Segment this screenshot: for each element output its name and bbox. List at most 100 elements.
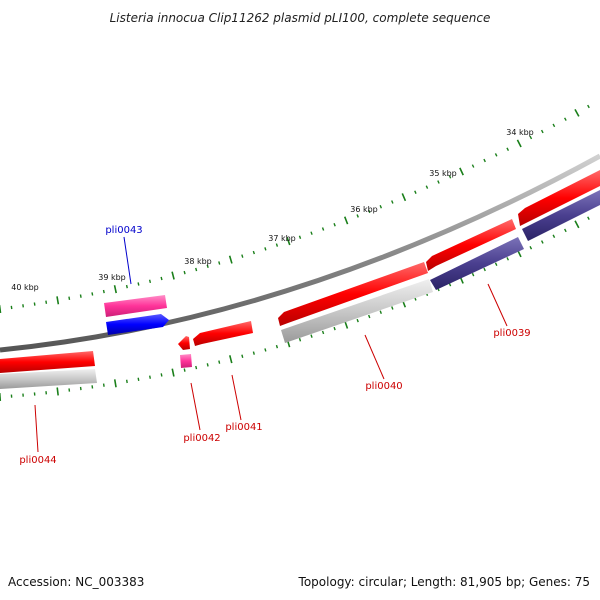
inner-tick-mark xyxy=(241,354,244,358)
inner-tick-mark xyxy=(368,314,371,319)
inner-tick-mark xyxy=(333,326,336,331)
backbone-ring xyxy=(0,153,600,353)
pink-feature-small[interactable] xyxy=(180,354,192,368)
blue-feature-arrow[interactable] xyxy=(106,314,169,335)
inner-tick-mark xyxy=(275,344,279,349)
inner-tick-mark xyxy=(252,351,255,355)
outer-tick-mark xyxy=(564,117,567,121)
outer-tick-mark xyxy=(286,237,291,246)
cds-pli0041[interactable] xyxy=(193,321,253,346)
outer-tick-mark xyxy=(391,200,394,204)
inner-tick-mark xyxy=(540,240,544,244)
outer-tick-mark xyxy=(241,254,244,258)
inner-tick-mark xyxy=(160,373,163,377)
leader-pli0040 xyxy=(364,334,385,380)
inner-tick-mark xyxy=(218,360,221,364)
outer-tick-mark xyxy=(45,300,48,304)
inner-tick-mark xyxy=(195,365,198,370)
cds-pli0042[interactable] xyxy=(178,336,190,350)
forward-cds-track xyxy=(0,170,600,373)
inner-tick-mark xyxy=(506,257,510,261)
inner-tick-mark xyxy=(229,355,233,364)
leader-pli0043 xyxy=(123,236,132,285)
cds-pli0044[interactable] xyxy=(0,351,95,373)
gene-track xyxy=(0,279,433,389)
inner-tick-mark xyxy=(379,310,382,315)
outer-tick-mark xyxy=(264,247,267,251)
inner-tick-mark xyxy=(483,267,486,272)
inner-tick-mark xyxy=(137,377,140,382)
cds-pli0039-reverse[interactable] xyxy=(430,237,524,290)
outer-tick-mark xyxy=(529,135,533,140)
tick-label-34kbp: 34 kbp xyxy=(506,128,534,137)
outer-tick-mark xyxy=(228,255,233,264)
inner-tick-mark xyxy=(171,368,175,377)
outer-tick-mark xyxy=(425,185,429,189)
leader-pli0041 xyxy=(231,374,242,421)
outer-tick-mark xyxy=(574,108,580,117)
inner-tick-mark xyxy=(264,348,267,352)
cds-pli0039[interactable] xyxy=(518,170,600,226)
gene-label-pli0043[interactable]: pli0043 xyxy=(105,225,142,236)
inner-tick-mark xyxy=(564,228,567,233)
tick-label-40kbp: 40 kbp xyxy=(11,283,39,292)
outer-tick-mark xyxy=(516,139,522,148)
outer-tick-mark xyxy=(401,193,407,202)
outer-tick-mark xyxy=(298,235,302,239)
inner-tick-mark xyxy=(529,245,533,250)
outer-tick-mark xyxy=(310,231,313,235)
outer-tick-mark xyxy=(171,271,175,280)
map-title: Listeria innocua Clip11262 plasmid pLI10… xyxy=(110,11,491,25)
gene-bar-pli0044[interactable] xyxy=(0,369,97,389)
reverse-cds-track xyxy=(430,190,600,290)
outer-tick-mark xyxy=(471,164,475,168)
cds-pli0040[interactable] xyxy=(278,262,428,326)
outer-tick-mark xyxy=(587,104,590,109)
leader-pli0042 xyxy=(190,382,201,431)
outer-tick-mark xyxy=(91,292,94,296)
accession-text: Accession: NC_003383 xyxy=(8,575,144,589)
outer-tick-mark xyxy=(437,180,440,184)
outer-tick-mark xyxy=(160,276,163,281)
inner-tick-mark xyxy=(149,375,151,379)
feature-pli0043[interactable] xyxy=(104,295,192,368)
inner-tick-mark xyxy=(113,379,117,388)
gene-label-pli0039[interactable]: pli0039 xyxy=(493,328,530,339)
inner-tick-mark xyxy=(494,262,498,266)
gene-label-pli0040[interactable]: pli0040 xyxy=(365,381,402,392)
outer-tick-mark xyxy=(148,279,152,284)
cds-segment-upper[interactable] xyxy=(426,219,516,271)
tick-label-39kbp: 39 kbp xyxy=(98,273,126,282)
outer-tick-mark xyxy=(448,175,452,179)
inner-tick-mark xyxy=(574,220,580,229)
outer-tick-mark xyxy=(494,153,498,157)
gene-label-pli0044[interactable]: pli0044 xyxy=(19,455,56,466)
gene-bar-pli0040[interactable] xyxy=(281,279,433,343)
outer-tick-mark xyxy=(540,129,544,134)
topology-info-text: Topology: circular; Length: 81,905 bp; G… xyxy=(298,575,590,589)
inner-tick-mark xyxy=(56,387,59,396)
inner-tick-mark xyxy=(310,334,313,338)
leader-pli0044 xyxy=(34,404,39,453)
leader-pli0039 xyxy=(487,283,508,327)
tick-ring xyxy=(0,104,590,402)
inner-tick-mark xyxy=(356,318,359,323)
outer-tick-mark xyxy=(113,285,118,294)
outer-tick-mark xyxy=(275,243,279,247)
inner-tick-mark xyxy=(391,306,394,310)
inner-tick-mark xyxy=(471,272,475,277)
outer-tick-mark xyxy=(137,282,140,286)
outer-tick-mark xyxy=(252,250,255,255)
gene-label-pli0041[interactable]: pli0041 xyxy=(225,422,262,433)
gene-label-pli0042[interactable]: pli0042 xyxy=(183,433,220,444)
cds-reverse-upper[interactable] xyxy=(522,190,600,241)
tick-label-36kbp: 36 kbp xyxy=(350,205,378,214)
tick-labels: 34 kbp 35 kbp 36 kbp 37 kbp 38 kbp 39 kb… xyxy=(11,128,534,292)
outer-tick-mark xyxy=(56,296,60,305)
outer-tick-mark xyxy=(102,289,105,294)
inner-tick-mark xyxy=(125,379,128,384)
pink-feature-bar[interactable] xyxy=(104,295,167,317)
outer-tick-mark xyxy=(68,296,71,300)
gene-leaders xyxy=(34,236,508,453)
